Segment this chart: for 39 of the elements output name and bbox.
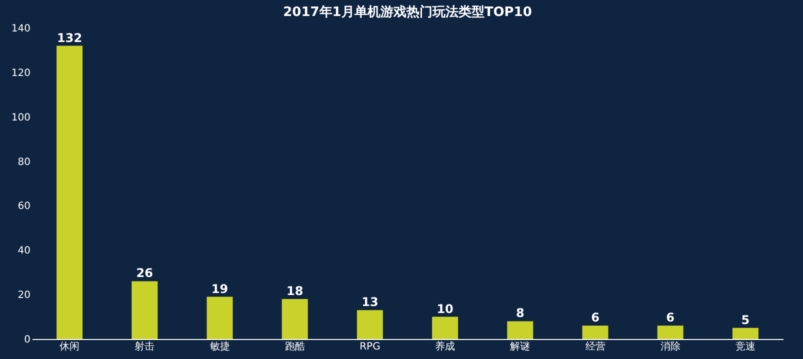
data-label: 10: [436, 302, 454, 316]
y-tick-label: 60: [18, 201, 30, 212]
data-label: 5: [741, 312, 750, 327]
x-tick-label: 休闲: [60, 340, 80, 352]
bar: [507, 321, 534, 339]
chart-title: 2017年1月单机游戏热门玩法类型TOP10: [283, 4, 532, 20]
y-tick-label: 20: [18, 290, 30, 302]
x-tick-label: 敏捷: [210, 340, 230, 352]
y-tick-label: 120: [11, 68, 30, 79]
bar: [282, 299, 308, 339]
y-tick-label: 100: [11, 112, 30, 124]
data-label: 6: [591, 310, 600, 325]
bar: [657, 326, 684, 339]
y-tick-label: 80: [18, 156, 30, 168]
data-label: 6: [666, 310, 675, 325]
data-label: 18: [286, 284, 304, 298]
bar: [356, 310, 383, 339]
x-tick-label: RPG: [360, 342, 380, 352]
data-label: 19: [211, 282, 228, 296]
bar: [432, 316, 458, 339]
data-label: 8: [516, 306, 524, 320]
bar: [56, 46, 83, 339]
bar: [582, 326, 608, 339]
x-tick-label: 消除: [660, 340, 680, 352]
x-tick-label: 射击: [134, 340, 155, 352]
bar: [132, 281, 158, 339]
x-tick-label: 竞速: [735, 340, 756, 352]
data-label: 26: [136, 266, 153, 280]
bar: [732, 328, 758, 339]
data-label: 132: [57, 30, 82, 45]
y-tick-label: 140: [11, 24, 30, 34]
data-label: 13: [362, 295, 378, 310]
x-tick-label: 经营: [585, 340, 606, 352]
x-tick-label: 跑酷: [284, 340, 305, 352]
y-tick-label: 40: [18, 246, 30, 257]
x-tick-label: 解谜: [510, 340, 530, 352]
x-tick-label: 养成: [435, 340, 456, 352]
y-tick-label: 0: [24, 334, 30, 346]
bar: [206, 296, 233, 339]
